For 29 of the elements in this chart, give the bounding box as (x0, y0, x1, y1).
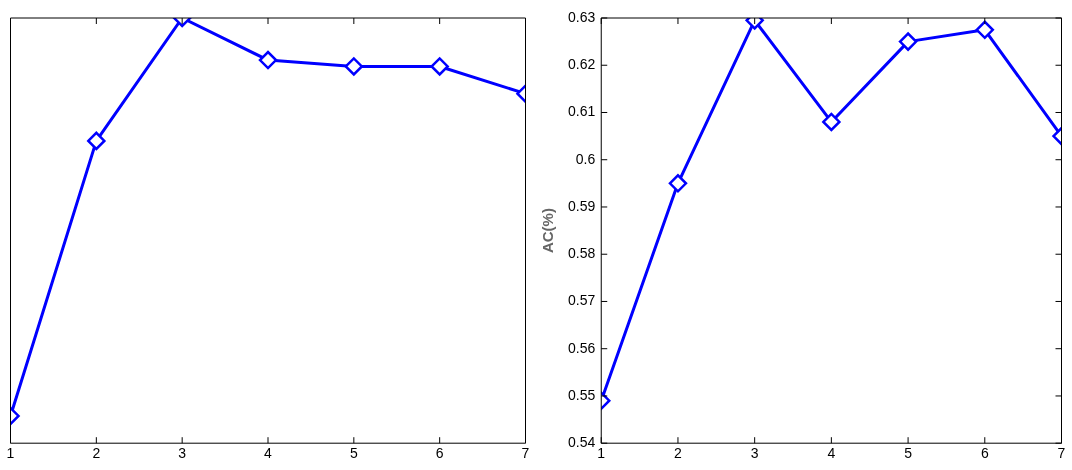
x-tick-label: 6 (980, 445, 989, 462)
x-tick-label: 4 (264, 445, 273, 462)
y-tick-label: 0.58 (568, 245, 596, 262)
point (822, 112, 841, 132)
point (344, 57, 364, 76)
x-tick-label: 5 (904, 445, 913, 462)
x-tick-label: 2 (674, 445, 683, 462)
y-tick-label: 0.55 (568, 386, 596, 403)
y-tick-label: 0.59 (568, 197, 596, 214)
x-tick-label: 7 (1057, 445, 1066, 462)
y-tick-label: 0.61 (568, 103, 596, 120)
y-tick-label: 0.63 (568, 8, 596, 25)
y-axis-title: AC(%) (539, 208, 557, 254)
y-tick-label: 0.57 (568, 292, 596, 309)
x-tick-label: 4 (827, 445, 836, 462)
y-tick-label: 0.62 (568, 56, 596, 73)
y-tick-label: 0.6 (575, 150, 596, 167)
y-tick-label: 0.54 (568, 434, 596, 451)
y-tick-label: 0.56 (568, 339, 596, 356)
x-tick-label: 3 (750, 445, 759, 462)
x-tick-label: 6 (435, 445, 444, 462)
x-tick-label: 5 (349, 445, 358, 462)
point (258, 50, 278, 70)
x-tick-label: 1 (597, 445, 606, 462)
x-tick-label: 7 (521, 445, 530, 462)
x-tick-label: 3 (178, 445, 187, 462)
x-tick-label: 1 (6, 445, 15, 462)
x-tick-label: 2 (92, 445, 101, 462)
point (898, 32, 918, 51)
